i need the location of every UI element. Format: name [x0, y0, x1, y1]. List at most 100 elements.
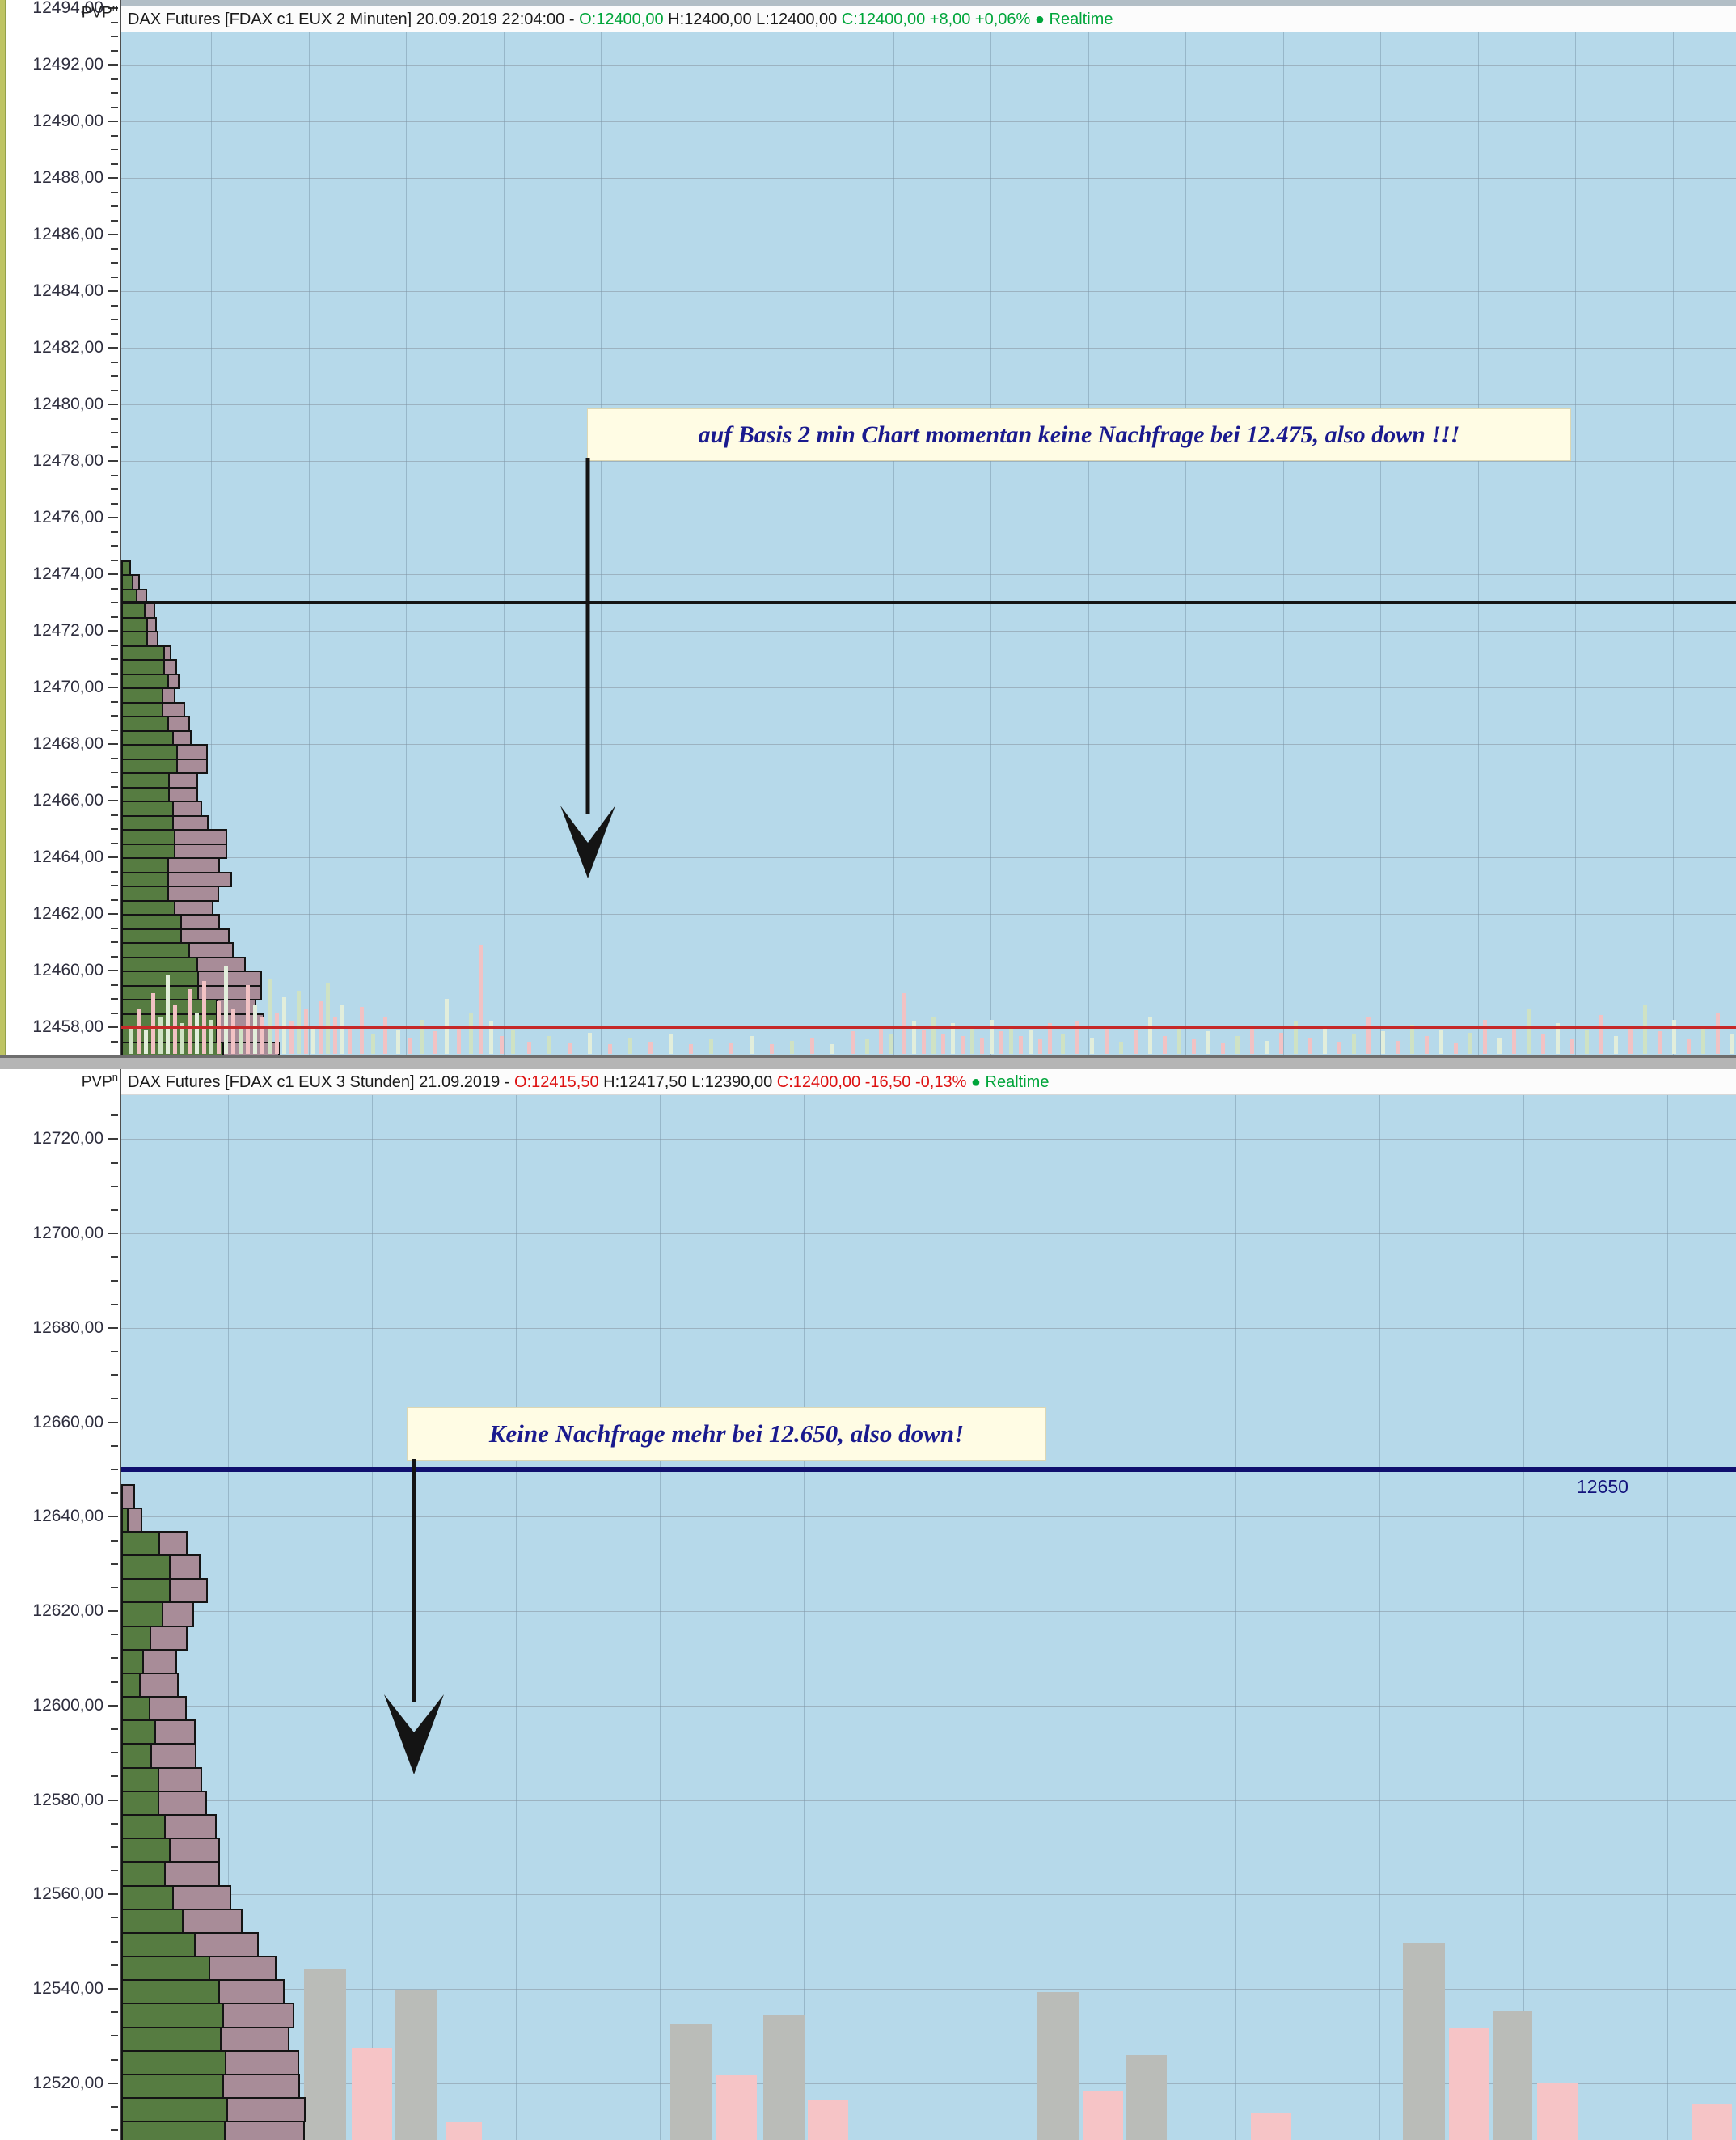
vertical-gridline [1478, 0, 1479, 1055]
axis-minor-tick [111, 1161, 118, 1164]
candle-volume-bar [527, 1042, 531, 1054]
candle-volume-bar [1235, 1036, 1240, 1054]
profile-row-mauve [218, 1979, 285, 2005]
bottom-annotation-box: Keine Nachfrage mehr bei 12.650, also do… [407, 1407, 1046, 1461]
axis-price-label: 12468,00 [32, 734, 103, 753]
axis-price-label: 12600,00 [32, 1695, 103, 1715]
title-part: C:12400,00 +8,00 +0,06% [841, 11, 1031, 28]
title-part: H:12417,50 L:12390,00 [598, 1073, 777, 1091]
candle-volume-bar [195, 1013, 199, 1054]
axis-price-label: 12470,00 [32, 678, 103, 696]
profile-row-mauve [226, 2097, 306, 2123]
candle-volume-bar [275, 1013, 279, 1054]
candle-volume-bar [433, 1031, 437, 1054]
profile-row-mauve [164, 1861, 220, 1887]
axis-minor-tick [111, 432, 118, 433]
profile-row-green [121, 1790, 159, 1816]
axis-major-tick [108, 1138, 118, 1140]
axis-minor-tick [111, 772, 118, 773]
candle-volume-bar [1570, 1039, 1574, 1054]
candle-volume-bar [1454, 1043, 1458, 1054]
pvp-sup: n [112, 1071, 118, 1083]
candle-volume-bar [1337, 1042, 1341, 1054]
axis-minor-tick [111, 417, 118, 420]
candle-volume-bar [383, 1017, 387, 1054]
session-volume-bar [1126, 2055, 1167, 2140]
axis-minor-tick [111, 885, 118, 886]
top-annotation-box: auf Basis 2 min Chart momentan keine Nac… [587, 408, 1571, 461]
axis-minor-tick [111, 1444, 118, 1447]
horizontal-gridline [121, 348, 1736, 349]
bottom-price-axis-margin: PVPn 12720,00 12700,00 12680,00 12660,00 126… [0, 1069, 120, 2140]
candle-volume-bar [231, 1009, 235, 1054]
candle-volume-bar [608, 1044, 612, 1054]
candle-volume-bar [999, 1031, 1003, 1054]
session-volume-bar [352, 2048, 392, 2140]
axis-minor-tick [111, 814, 118, 816]
profile-row-mauve [220, 2026, 289, 2052]
candle-volume-bar [268, 979, 272, 1054]
candle-volume-bar [500, 1036, 504, 1054]
axis-minor-tick [111, 1822, 118, 1825]
candle-volume-bar [1396, 1041, 1400, 1054]
session-volume-bar [763, 2015, 805, 2140]
vertical-gridline [211, 0, 212, 1055]
axis-price-label: 12488,00 [32, 168, 103, 187]
axis-minor-tick [111, 1279, 118, 1282]
candle-volume-bar [669, 1034, 673, 1054]
session-volume-bar [1692, 2104, 1732, 2140]
candle-volume-bar [729, 1043, 733, 1054]
axis-price-label: 12580,00 [32, 1790, 103, 1809]
candle-volume-bar [166, 975, 170, 1054]
candle-volume-bar [1425, 1036, 1429, 1054]
axis-minor-tick [111, 1964, 118, 1966]
top-chart-title: DAX Futures [FDAX c1 EUX 2 Minuten] 20.0… [121, 6, 1736, 32]
pvp-text: PVP [81, 4, 112, 22]
axis-minor-tick [111, 106, 118, 108]
axis-minor-tick [111, 1917, 118, 1919]
vertical-gridline [406, 0, 407, 1055]
candle-volume-bar [879, 1026, 883, 1054]
axis-minor-tick [111, 870, 118, 873]
axis-price-label: 12540,00 [32, 1978, 103, 1998]
candle-volume-bar [1614, 1036, 1618, 1054]
axis-minor-tick [111, 389, 118, 391]
profile-row-mauve [222, 1041, 280, 1055]
candle-volume-bar [1105, 1026, 1109, 1054]
horizontal-gridline [121, 687, 1736, 688]
axis-minor-tick [111, 757, 118, 759]
window-top-band [121, 0, 1736, 6]
profile-row-green [121, 1743, 152, 1769]
profile-row-mauve [209, 1956, 277, 1981]
profile-row-green [121, 1838, 171, 1863]
axis-minor-tick [111, 319, 118, 320]
profile-row-green [121, 1956, 210, 1981]
candle-volume-bar [941, 1034, 945, 1054]
profile-row-mauve [224, 2121, 305, 2140]
axis-minor-tick [111, 332, 118, 335]
title-part: DAX Futures [FDAX c1 EUX 2 Minuten] 20.0… [128, 11, 580, 28]
vertical-gridline [228, 1069, 229, 2140]
top-chart-plot-area[interactable]: DAX Futures [FDAX c1 EUX 2 Minuten] 20.0… [120, 0, 1736, 1055]
horizontal-black-price-line [121, 601, 1736, 604]
candle-volume-bar [371, 1034, 375, 1054]
horizontal-gridline [121, 1139, 1736, 1140]
axis-major-tick [108, 687, 118, 688]
axis-minor-tick [111, 955, 118, 958]
axis-minor-tick [111, 1209, 118, 1212]
session-volume-bar [1083, 2091, 1123, 2140]
axis-major-tick [108, 404, 118, 405]
profile-row-green [121, 1861, 166, 1887]
candle-volume-bar [931, 1017, 936, 1054]
candle-volume-bar [158, 1017, 163, 1054]
candle-volume-bar [1019, 1036, 1023, 1054]
candle-volume-bar [1585, 1030, 1589, 1054]
candle-volume-bar [1410, 1025, 1414, 1054]
candle-volume-bar [1038, 1039, 1042, 1054]
vertical-gridline [601, 0, 602, 1055]
axis-minor-tick [111, 191, 118, 193]
bottom-chart-plot-area[interactable]: DAX Futures [FDAX c1 EUX 3 Stunden] 21.0… [120, 1069, 1736, 2140]
vertical-gridline [1523, 1069, 1524, 2140]
axis-minor-tick [111, 1256, 118, 1258]
candle-volume-bar [311, 1026, 315, 1054]
